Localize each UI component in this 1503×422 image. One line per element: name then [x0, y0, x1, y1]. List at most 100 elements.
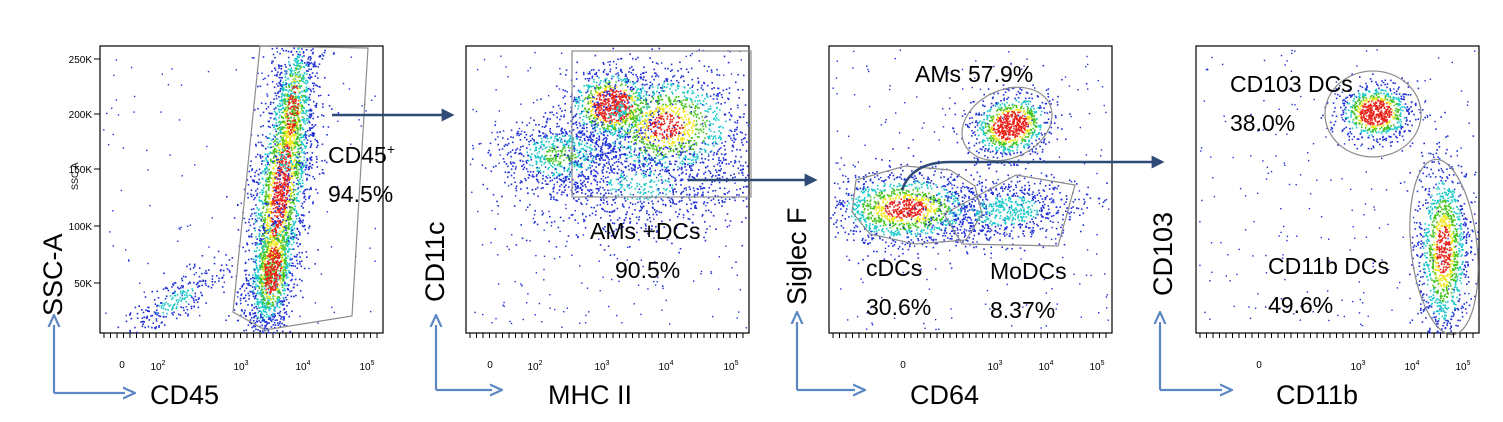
event-dot	[283, 273, 285, 276]
event-dot	[256, 267, 258, 270]
event-dot	[283, 248, 285, 251]
event-dot	[280, 99, 282, 102]
event-dot	[281, 158, 283, 160]
event-dot	[313, 61, 316, 63]
event-dot	[617, 75, 619, 78]
event-dot	[273, 262, 275, 265]
event-dot	[290, 237, 292, 240]
event-dot	[284, 209, 287, 211]
event-dot	[309, 63, 311, 65]
event-dot	[287, 216, 289, 218]
event-dot	[606, 93, 608, 96]
event-dot	[265, 167, 267, 170]
event-dot	[303, 192, 306, 195]
event-dot	[333, 311, 335, 314]
event-dot	[269, 236, 271, 238]
event-dot	[265, 159, 267, 161]
event-dot	[259, 200, 261, 202]
event-dot	[275, 271, 277, 273]
event-dot	[599, 159, 601, 161]
event-dot	[602, 91, 605, 94]
event-dot	[306, 88, 308, 91]
event-dot	[282, 98, 285, 101]
event-dot	[272, 294, 274, 297]
event-dot	[612, 96, 615, 98]
event-dot	[174, 282, 177, 284]
event-dot	[663, 154, 665, 157]
event-dot	[302, 214, 305, 217]
event-dot	[158, 326, 160, 328]
event-dot	[252, 208, 255, 210]
event-dot	[271, 275, 273, 278]
event-dot	[280, 268, 283, 271]
event-dot	[277, 133, 280, 135]
event-dot	[325, 161, 328, 164]
event-dot	[274, 324, 277, 326]
event-dot	[296, 197, 298, 199]
event-dot	[193, 263, 196, 266]
event-dot	[281, 301, 284, 304]
event-dot	[185, 306, 187, 308]
event-dot	[296, 130, 299, 132]
event-dot	[156, 304, 159, 307]
event-dot	[307, 58, 309, 60]
event-dot	[237, 229, 240, 231]
event-dot	[255, 236, 257, 238]
event-dot	[641, 116, 643, 118]
event-dot	[590, 152, 592, 154]
event-dot	[572, 100, 575, 103]
event-dot	[267, 315, 270, 317]
event-dot	[250, 322, 252, 325]
event-dot	[293, 144, 295, 147]
event-dot	[261, 317, 264, 319]
event-dot	[262, 270, 265, 272]
event-dot	[284, 267, 287, 270]
event-dot	[281, 222, 284, 224]
event-dot	[599, 91, 602, 94]
event-dot	[292, 184, 295, 187]
event-dot	[205, 302, 207, 304]
event-dot	[263, 319, 266, 322]
event-dot	[147, 262, 149, 265]
event-dot	[246, 244, 249, 246]
event-dot	[289, 74, 292, 76]
event-dot	[268, 317, 270, 319]
event-dot	[259, 255, 262, 257]
event-dot	[300, 176, 303, 179]
event-dot	[578, 136, 580, 138]
event-dot	[253, 315, 256, 318]
event-dot	[280, 234, 282, 236]
event-dot	[106, 112, 108, 115]
event-dot	[276, 209, 279, 211]
event-dot	[298, 76, 300, 78]
event-dot	[274, 189, 276, 192]
event-dot	[313, 133, 316, 135]
event-dot	[605, 113, 607, 116]
event-dot	[278, 121, 280, 124]
event-dot	[264, 310, 266, 313]
event-dot	[147, 306, 149, 309]
event-dot	[564, 102, 566, 105]
event-dot	[260, 280, 263, 282]
event-dot	[280, 131, 282, 133]
event-dot	[616, 102, 619, 104]
event-dot	[282, 138, 285, 141]
event-dot	[281, 272, 283, 274]
event-dot	[305, 79, 307, 82]
event-dot	[288, 107, 290, 110]
event-dot	[637, 87, 639, 90]
event-dot	[620, 100, 622, 103]
event-dot	[285, 225, 287, 227]
event-dot	[290, 223, 292, 226]
event-dot	[275, 229, 277, 231]
event-dot	[264, 266, 267, 269]
event-dot	[290, 195, 293, 197]
event-dot	[213, 262, 216, 265]
event-dot	[269, 244, 272, 246]
event-dot	[617, 91, 620, 93]
event-dot	[297, 179, 299, 181]
event-dot	[588, 94, 590, 96]
event-dot	[306, 114, 309, 117]
event-dot	[306, 117, 308, 120]
event-dot	[625, 94, 628, 96]
